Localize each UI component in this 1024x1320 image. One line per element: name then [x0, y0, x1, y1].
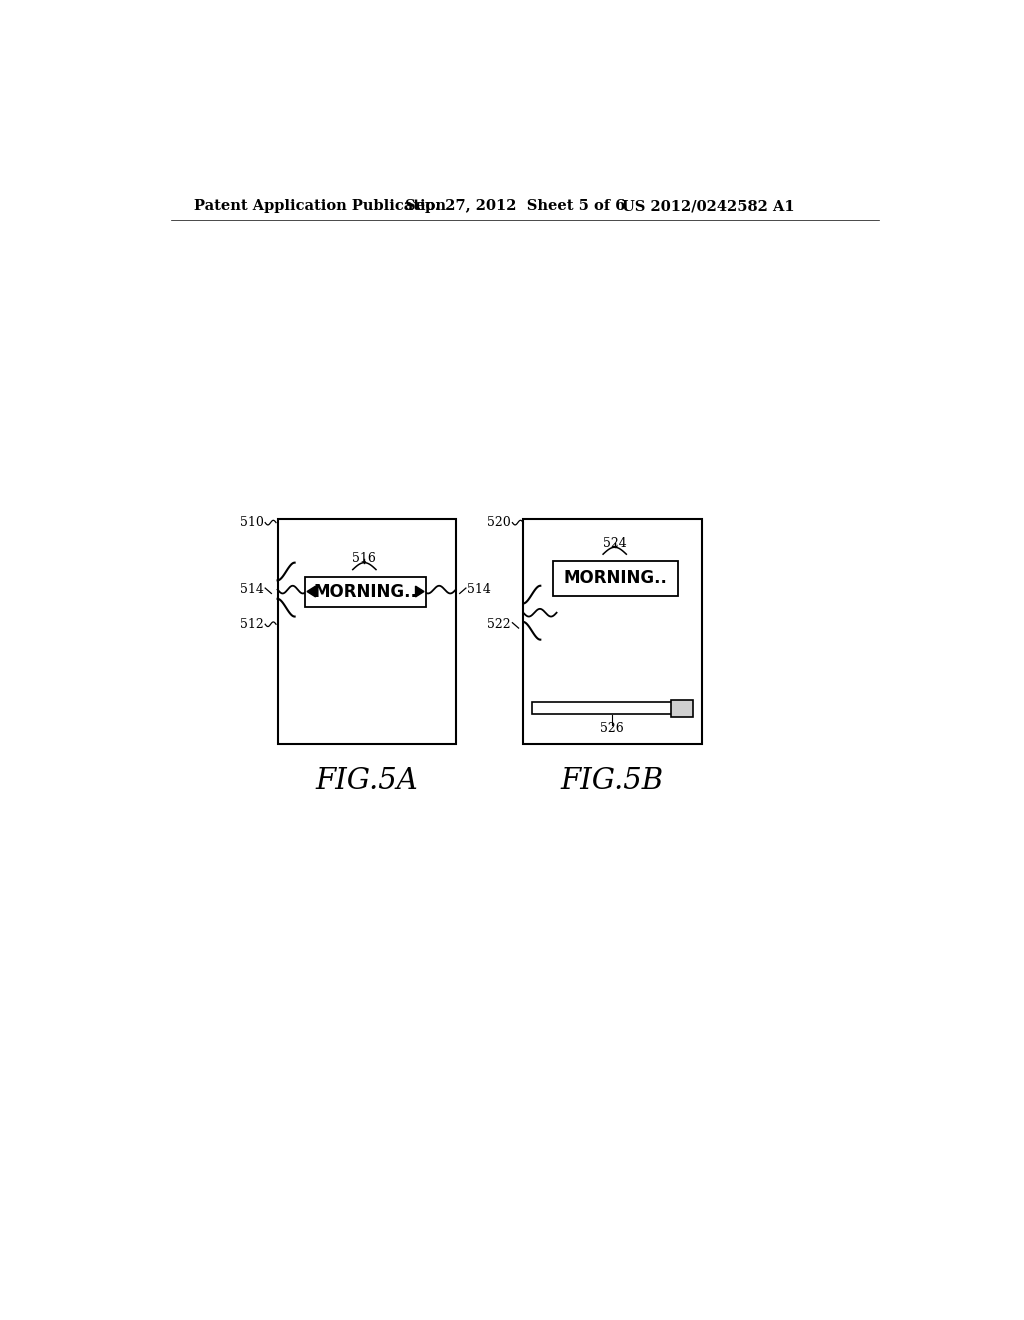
Text: 524: 524 — [603, 537, 627, 550]
Text: 514: 514 — [467, 583, 492, 597]
Polygon shape — [416, 586, 424, 597]
Text: Patent Application Publication: Patent Application Publication — [194, 199, 445, 213]
Text: US 2012/0242582 A1: US 2012/0242582 A1 — [622, 199, 795, 213]
Polygon shape — [307, 586, 315, 597]
Polygon shape — [554, 561, 678, 595]
Text: FIG.5A: FIG.5A — [315, 767, 418, 795]
Polygon shape — [305, 577, 426, 607]
Text: 514: 514 — [240, 583, 263, 597]
Text: MORNING..: MORNING.. — [564, 569, 668, 587]
Text: 520: 520 — [487, 516, 511, 529]
Text: MORNING..: MORNING.. — [313, 582, 418, 601]
Text: Sep. 27, 2012  Sheet 5 of 6: Sep. 27, 2012 Sheet 5 of 6 — [406, 199, 626, 213]
Polygon shape — [671, 700, 693, 718]
Text: FIG.5B: FIG.5B — [561, 767, 664, 795]
Text: 526: 526 — [600, 722, 624, 735]
Text: 510: 510 — [240, 516, 263, 529]
Text: 522: 522 — [487, 618, 511, 631]
Text: 516: 516 — [352, 552, 376, 565]
Text: 512: 512 — [240, 618, 263, 631]
